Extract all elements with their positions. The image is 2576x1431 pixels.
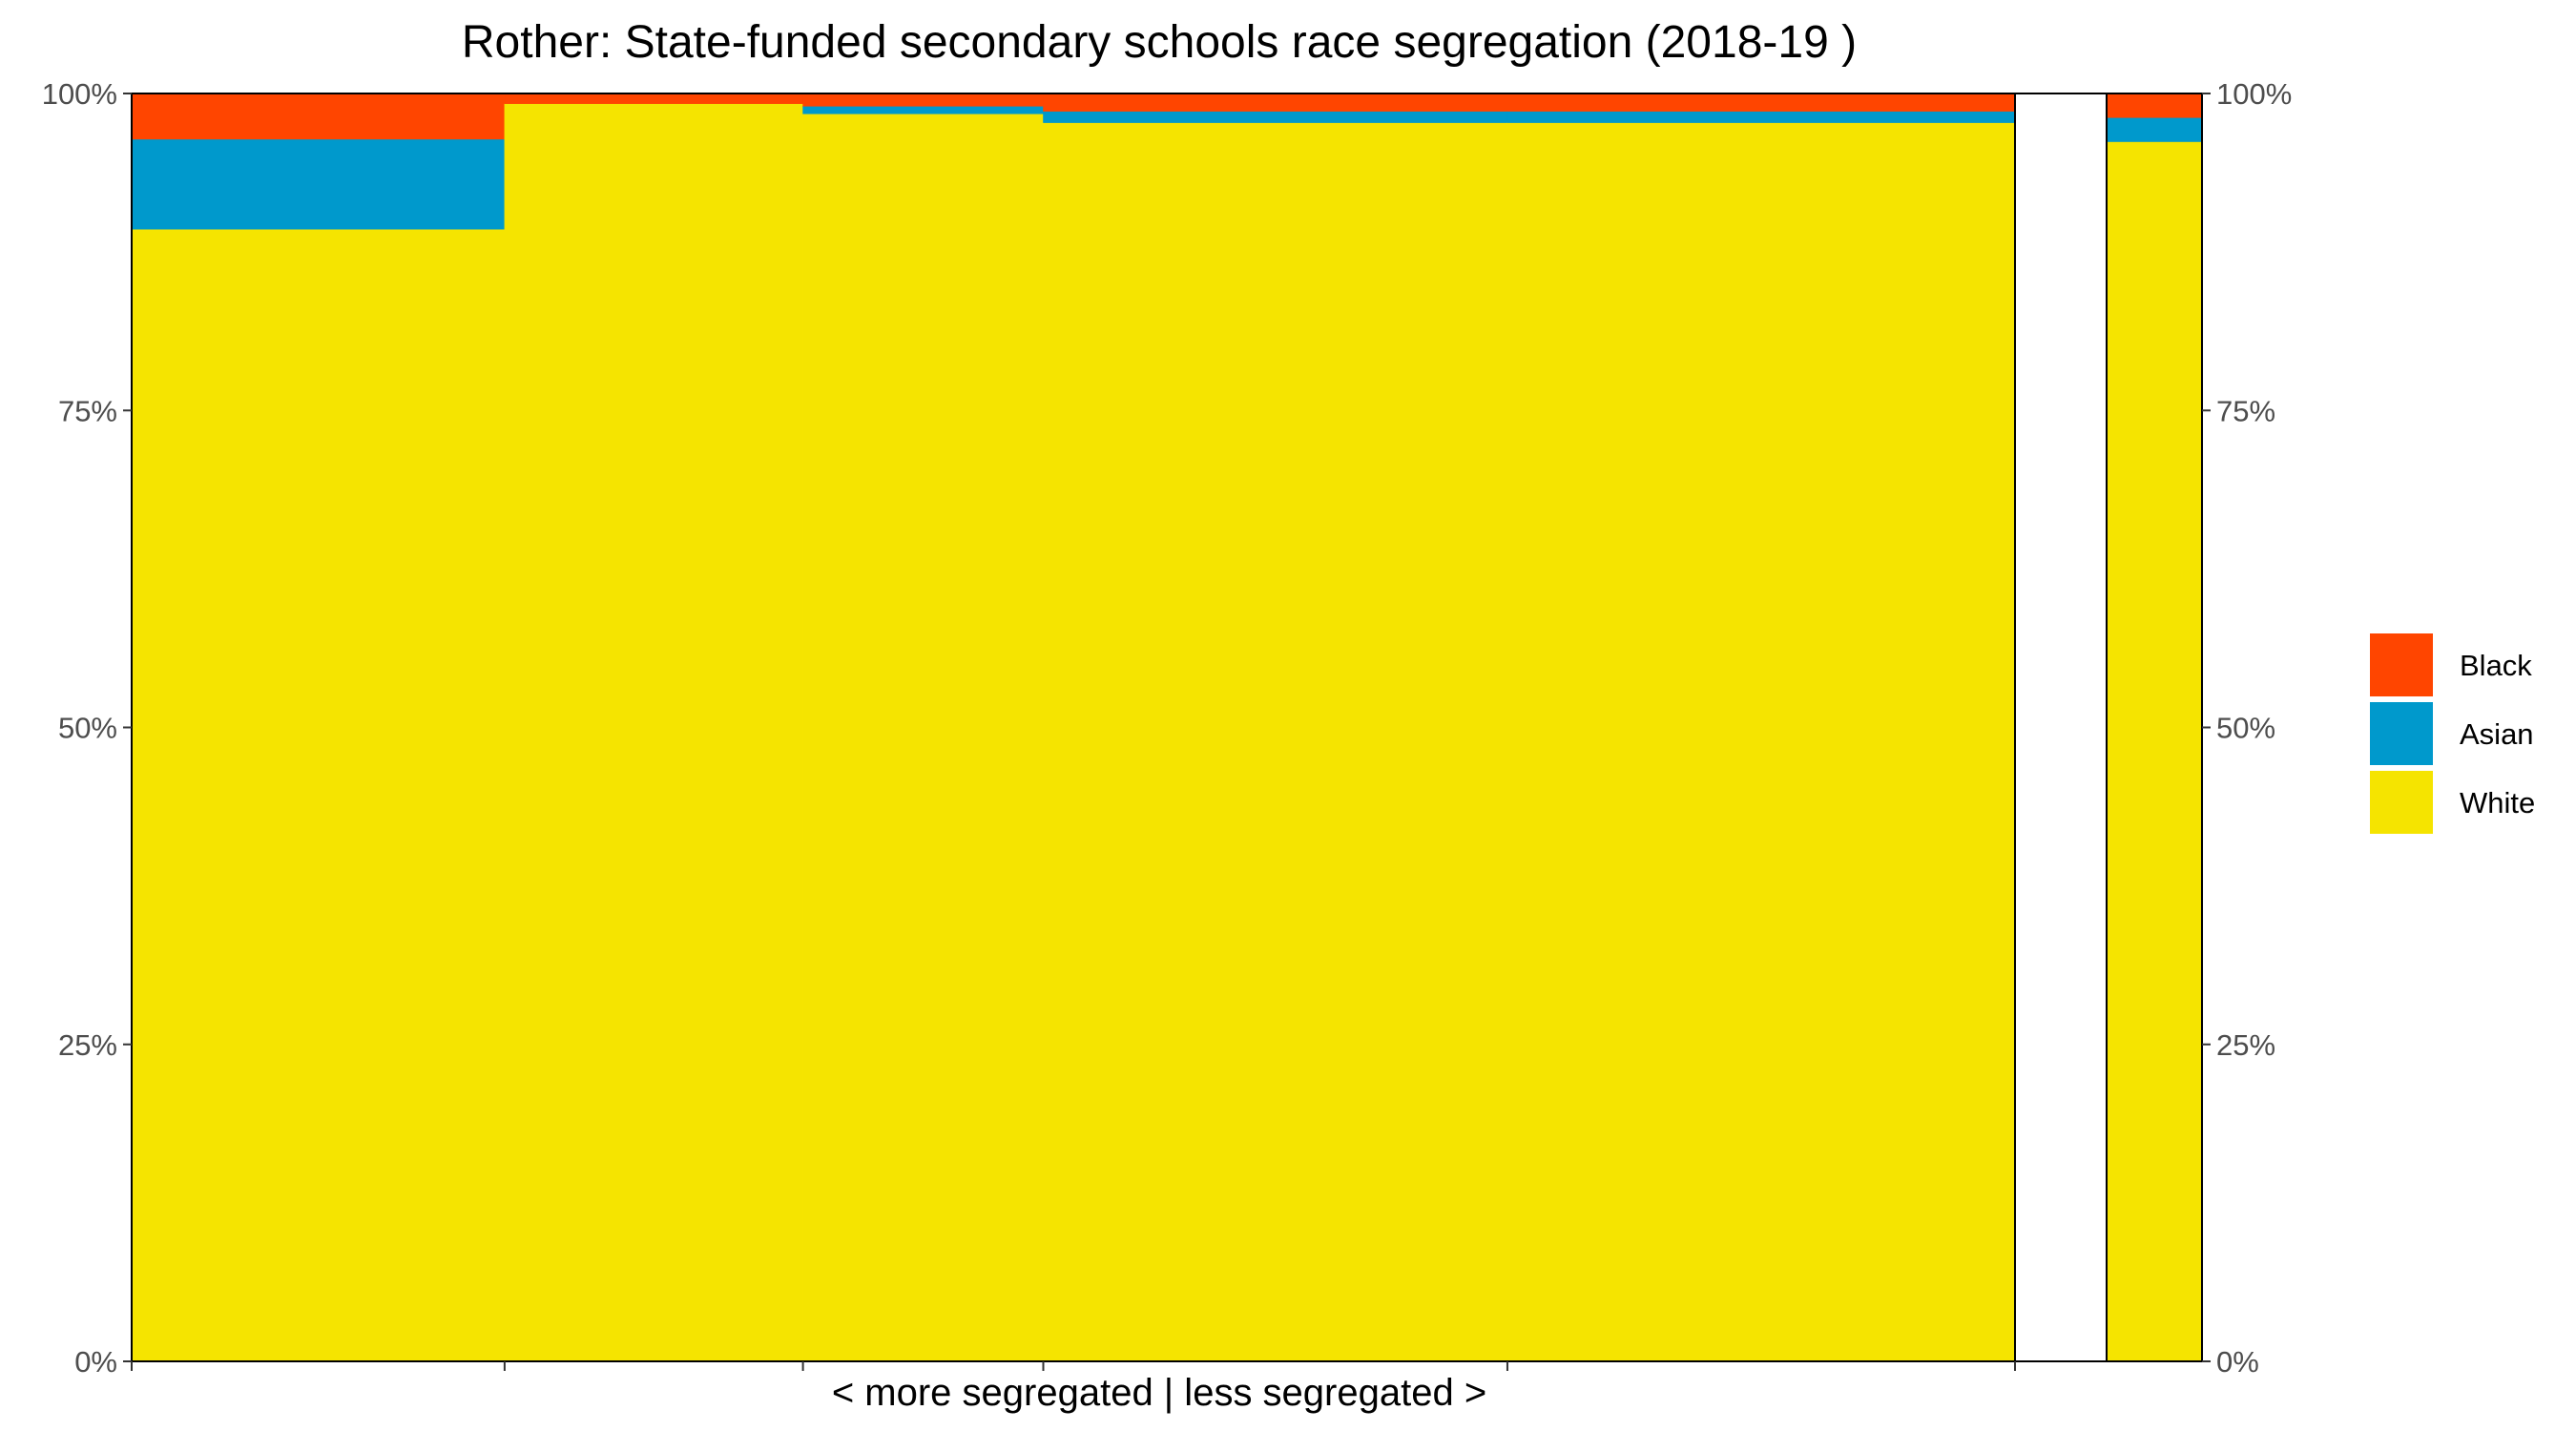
total-column-asian-segment (2106, 116, 2203, 142)
school-5-asian-segment (1506, 111, 2016, 123)
chart-title: Rother: State-funded secondary schools r… (462, 17, 1857, 68)
legend-label-white: White (2460, 786, 2535, 819)
legend-key-asian (2370, 702, 2433, 765)
y-tick-label-left: 75% (58, 394, 117, 427)
school-1-black-segment (131, 93, 506, 140)
y-tick-label-left: 25% (58, 1028, 117, 1062)
school-5-black-segment (1506, 93, 2016, 112)
school-4-asian-segment (1043, 111, 1508, 123)
legend: Black Asian White (2370, 633, 2535, 834)
y-axis-left: 0% 25% 50% 75% 100% (42, 77, 132, 1379)
legend-label-asian: Asian (2460, 717, 2534, 751)
y-tick-label-left: 0% (74, 1345, 117, 1379)
y-tick-label-right: 75% (2216, 394, 2275, 427)
school-4-white-segment (1043, 122, 1508, 1362)
school-5-white-segment (1506, 122, 2016, 1362)
y-tick-label-left: 100% (42, 77, 117, 111)
legend-label-black: Black (2460, 649, 2532, 682)
x-axis (131, 1361, 2016, 1371)
school-1-asian-segment (131, 138, 506, 230)
legend-key-black (2370, 633, 2433, 696)
total-column-white-segment (2106, 141, 2203, 1362)
school-1-white-segment (131, 228, 506, 1362)
school-3-black-segment (802, 93, 1044, 107)
school-4-black-segment (1043, 93, 1508, 112)
y-tick-label-right: 50% (2216, 712, 2275, 745)
y-axis-right: 0% 25% 50% 75% 100% (2202, 77, 2292, 1379)
y-tick-label-right: 100% (2216, 77, 2292, 111)
total-column-black-segment (2106, 93, 2203, 118)
legend-key-white (2370, 771, 2433, 834)
y-tick-label-right: 0% (2216, 1345, 2259, 1379)
plot-area (131, 93, 2203, 1362)
y-tick-label-left: 50% (58, 712, 117, 745)
school-2-black-segment (504, 93, 803, 104)
gap-panel-border (2014, 93, 2108, 1362)
x-axis-title: < more segregated | less segregated > (832, 1372, 1486, 1414)
y-tick-label-right: 25% (2216, 1028, 2275, 1062)
school-3-asian-segment (802, 105, 1044, 114)
school-3-white-segment (802, 113, 1044, 1362)
school-2-white-segment (504, 103, 803, 1362)
